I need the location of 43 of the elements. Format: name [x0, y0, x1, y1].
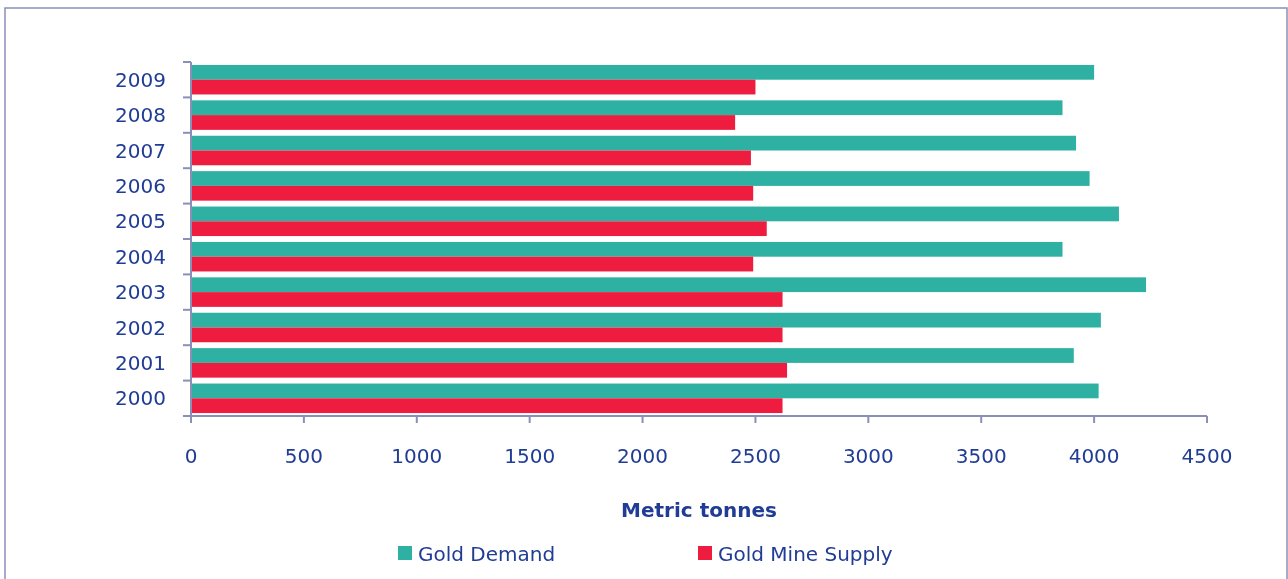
x-tick-label: 3500 [955, 444, 1007, 468]
x-tick-label: 500 [284, 444, 323, 468]
bar [191, 100, 1063, 116]
bar [191, 256, 754, 272]
x-axis-title: Metric tonnes [621, 498, 777, 522]
legend-label: Gold Mine Supply [718, 542, 893, 566]
x-tick-label: 2500 [729, 444, 781, 468]
x-tick-label: 0 [184, 444, 198, 468]
x-tick-label: 1000 [391, 444, 443, 468]
bar [191, 221, 767, 237]
x-tick-label: 1500 [504, 444, 556, 468]
bar [191, 312, 1101, 328]
y-tick-label: 2008 [115, 103, 166, 128]
x-tick-label: 2000 [617, 444, 669, 468]
y-tick-label: 2001 [115, 350, 166, 375]
bar [191, 115, 736, 130]
bar [191, 292, 783, 307]
x-tick-label: 4500 [1181, 444, 1233, 468]
y-tick-label: 2004 [115, 244, 166, 269]
y-tick-label: 2002 [115, 315, 166, 340]
y-tick-label: 2005 [115, 209, 166, 234]
bar [191, 206, 1119, 222]
bar [191, 362, 788, 378]
bar [191, 327, 783, 343]
y-tick-label: 2009 [115, 67, 166, 92]
bar [191, 171, 1090, 186]
y-tick-label: 2000 [115, 386, 166, 411]
bar [191, 383, 1099, 399]
y-tick-label: 2003 [115, 280, 166, 305]
bar [191, 64, 1095, 80]
bar [191, 79, 756, 95]
x-tick-label: 3000 [842, 444, 894, 468]
bar [191, 348, 1074, 363]
y-tick-label: 2006 [115, 173, 166, 198]
legend-label: Gold Demand [418, 542, 556, 566]
bar [191, 150, 751, 166]
bar [191, 241, 1063, 257]
y-tick-label: 2007 [115, 138, 166, 163]
bar [191, 398, 783, 414]
bar [191, 185, 754, 201]
bar [191, 277, 1147, 293]
x-tick-label: 4000 [1068, 444, 1120, 468]
bar [191, 135, 1077, 151]
